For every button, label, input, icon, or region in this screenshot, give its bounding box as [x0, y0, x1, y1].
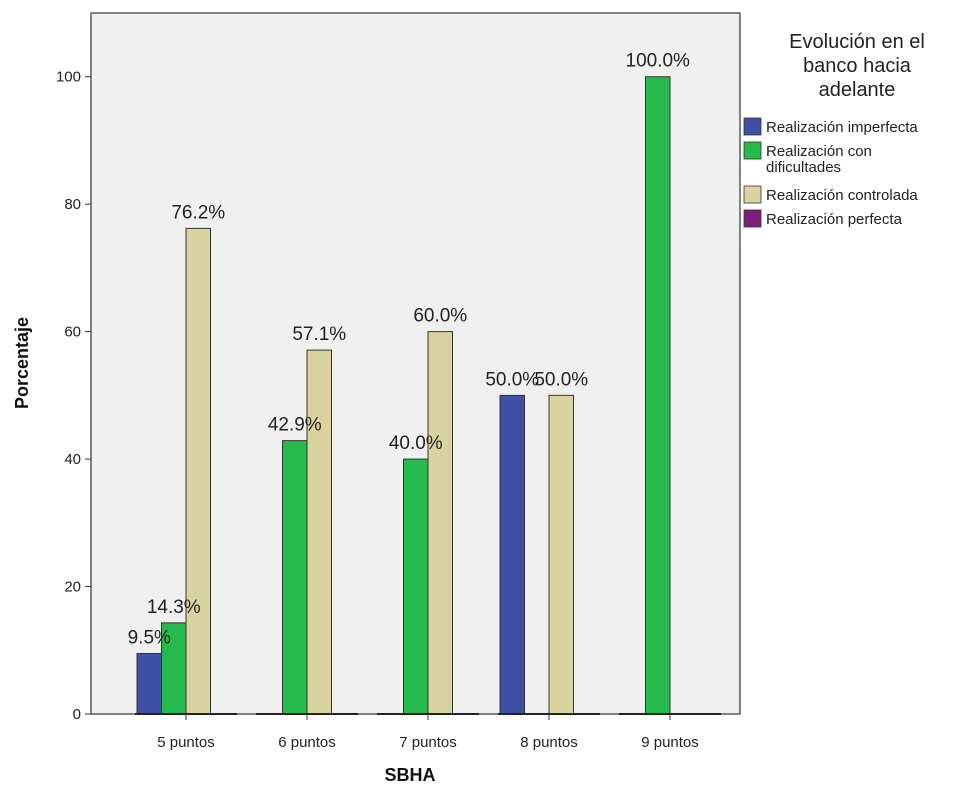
data-label: 60.0%: [413, 306, 467, 327]
y-tick-label: 20: [64, 579, 81, 596]
y-tick-label: 100: [56, 69, 81, 86]
bar: [548, 394, 574, 715]
bar: [185, 227, 211, 715]
data-label: 100.0%: [626, 51, 691, 72]
data-labels-layer: 9.5% 14.3% 76.2% 42.9% 57.1% 40.0% 60.0% 50.0%5…: [128, 51, 690, 649]
bar: [427, 331, 453, 715]
x-tick-label: 9 puntos: [641, 734, 699, 751]
legend-swatch: [743, 141, 762, 160]
bar: [282, 440, 308, 715]
y-tick-label: 40: [64, 451, 81, 468]
legend-label: Realización perfecta: [766, 211, 903, 228]
data-label: 14.3%: [147, 597, 201, 618]
data-label: 9.5%: [128, 627, 171, 648]
x-tick-label: 7 puntos: [399, 734, 457, 751]
bar: [136, 652, 162, 715]
legend-swatch: [743, 185, 762, 204]
x-tick-label: 8 puntos: [520, 734, 578, 751]
legend-title-line-1: Evolución en el: [789, 31, 925, 53]
data-label: 76.2%: [171, 202, 225, 223]
x-axis: 5 puntos 6 puntos 7 puntos 8 puntos 9 puntos: [135, 713, 721, 751]
legend-title-line-3: adelante: [819, 79, 896, 101]
legend-label: Realización controlada: [766, 187, 918, 204]
legend-swatch: [743, 209, 762, 228]
y-tick-label: 60: [64, 324, 81, 341]
x-tick-label: 5 puntos: [157, 734, 215, 751]
x-axis-title: SBHA: [384, 765, 435, 785]
bar: [645, 76, 671, 715]
bars-layer: [136, 76, 671, 715]
legend-swatch: [743, 117, 762, 136]
y-tick-label: 80: [64, 196, 81, 213]
x-tick-label: 6 puntos: [278, 734, 336, 751]
legend-label: Realización con: [766, 143, 872, 160]
data-label: 50.0%: [534, 369, 588, 390]
legend: Evolución en el banco hacia adelante Rea…: [743, 31, 925, 228]
y-tick-label: 0: [73, 706, 81, 723]
data-label: 50.0%: [485, 369, 539, 390]
data-label: 40.0%: [389, 433, 443, 454]
bar: [306, 349, 332, 715]
y-axis: 0 20 40 60 80 100: [56, 69, 91, 723]
data-label: 42.9%: [268, 415, 322, 436]
legend-label: dificultades: [766, 159, 841, 176]
data-label: 57.1%: [292, 324, 346, 345]
y-axis-title: Porcentaje: [12, 317, 32, 409]
bar: [499, 394, 525, 715]
legend-label: Realización imperfecta: [766, 119, 918, 136]
legend-title-line-2: banco hacia: [803, 55, 912, 77]
bar: [403, 458, 429, 715]
